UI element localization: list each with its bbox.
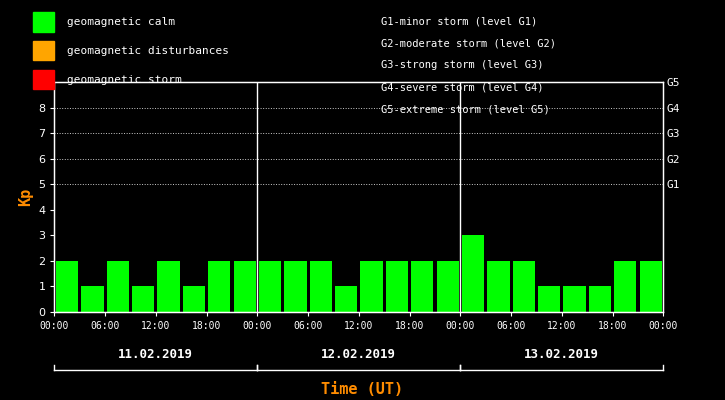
- Bar: [259, 261, 281, 312]
- Bar: [107, 261, 129, 312]
- Text: Time (UT): Time (UT): [321, 382, 404, 398]
- Bar: [639, 261, 662, 312]
- Bar: [538, 286, 560, 312]
- Text: G1-minor storm (level G1): G1-minor storm (level G1): [381, 16, 537, 26]
- Bar: [487, 261, 510, 312]
- Bar: [310, 261, 332, 312]
- Text: geomagnetic calm: geomagnetic calm: [67, 17, 175, 27]
- Text: geomagnetic disturbances: geomagnetic disturbances: [67, 46, 228, 56]
- Text: G3-strong storm (level G3): G3-strong storm (level G3): [381, 60, 543, 70]
- Bar: [233, 261, 256, 312]
- Bar: [132, 286, 154, 312]
- Bar: [56, 261, 78, 312]
- Bar: [386, 261, 408, 312]
- Bar: [614, 261, 637, 312]
- Text: G2-moderate storm (level G2): G2-moderate storm (level G2): [381, 38, 555, 48]
- Bar: [335, 286, 357, 312]
- Bar: [284, 261, 307, 312]
- Bar: [183, 286, 205, 312]
- Text: 11.02.2019: 11.02.2019: [118, 348, 194, 360]
- Text: G5-extreme storm (level G5): G5-extreme storm (level G5): [381, 104, 550, 114]
- Bar: [589, 286, 611, 312]
- Bar: [436, 261, 459, 312]
- Text: G4-severe storm (level G4): G4-severe storm (level G4): [381, 82, 543, 92]
- Bar: [665, 235, 687, 312]
- Y-axis label: Kp: Kp: [17, 188, 33, 206]
- Text: geomagnetic storm: geomagnetic storm: [67, 74, 181, 85]
- Bar: [81, 286, 104, 312]
- Bar: [208, 261, 231, 312]
- Text: 12.02.2019: 12.02.2019: [321, 348, 397, 360]
- Bar: [157, 261, 180, 312]
- Bar: [462, 235, 484, 312]
- Bar: [513, 261, 535, 312]
- Text: 13.02.2019: 13.02.2019: [524, 348, 600, 360]
- Bar: [411, 261, 434, 312]
- Bar: [360, 261, 383, 312]
- Bar: [563, 286, 586, 312]
